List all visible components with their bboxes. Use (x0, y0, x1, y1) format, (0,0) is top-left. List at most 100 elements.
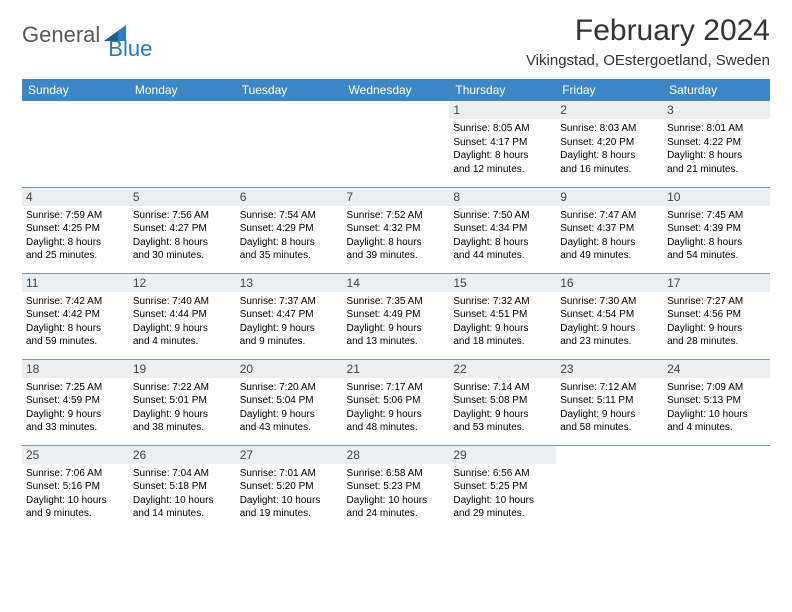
day-info-line: Sunrise: 7:12 AM (560, 381, 659, 395)
day-number: 10 (663, 188, 770, 206)
day-number: 28 (343, 446, 450, 464)
day-info-line: Sunset: 5:11 PM (560, 394, 659, 408)
day-info-line: Sunset: 4:42 PM (26, 308, 125, 322)
day-number: 1 (449, 101, 556, 119)
day-number: 8 (449, 188, 556, 206)
day-number: 12 (129, 274, 236, 292)
header: General Blue February 2024 Vikingstad, O… (22, 14, 770, 69)
day-info-line: and 33 minutes. (26, 421, 125, 435)
day-info-line: Sunrise: 7:17 AM (347, 381, 446, 395)
calendar-day-cell: 29Sunrise: 6:56 AMSunset: 5:25 PMDayligh… (449, 445, 556, 531)
day-info-line: Sunrise: 7:14 AM (453, 381, 552, 395)
day-info-line: and 35 minutes. (240, 249, 339, 263)
day-info-line: Sunset: 5:20 PM (240, 480, 339, 494)
day-info-line: Daylight: 8 hours (560, 236, 659, 250)
calendar-day-cell: 22 Sunrise: 7:14 AMSunset: 5:08 PMDayligh… (449, 359, 556, 445)
day-info-line: and 53 minutes. (453, 421, 552, 435)
day-number: 16 (556, 274, 663, 292)
day-info-line: Sunrise: 7:42 AM (26, 295, 125, 309)
calendar-day-cell: 26Sunrise: 7:04 AMSunset: 5:18 PMDayligh… (129, 445, 236, 531)
day-info-line: and 21 minutes. (667, 163, 766, 177)
day-info-line: Sunset: 5:25 PM (453, 480, 552, 494)
day-number: 18 (22, 360, 129, 378)
day-info-line: Daylight: 8 hours (453, 149, 552, 163)
day-info: Sunrise: 7:12 AMSunset: 5:11 PMDaylight:… (560, 381, 659, 435)
day-info-line: and 4 minutes. (667, 421, 766, 435)
calendar-day-cell (663, 445, 770, 531)
day-info-line: Daylight: 9 hours (26, 408, 125, 422)
day-info-line: and 44 minutes. (453, 249, 552, 263)
day-info-line: Sunset: 5:16 PM (26, 480, 125, 494)
day-info-line: Sunrise: 7:40 AM (133, 295, 232, 309)
logo: General Blue (22, 14, 172, 48)
day-info-line: Daylight: 9 hours (453, 408, 552, 422)
day-info: Sunrise: 7:54 AMSunset: 4:29 PMDaylight:… (240, 209, 339, 263)
day-info-line: Sunset: 5:08 PM (453, 394, 552, 408)
day-number: 7 (343, 188, 450, 206)
day-info-line: and 48 minutes. (347, 421, 446, 435)
calendar-day-cell: 14Sunrise: 7:35 AMSunset: 4:49 PMDayligh… (343, 273, 450, 359)
day-info-line: Daylight: 9 hours (133, 408, 232, 422)
calendar-day-cell: 16 Sunrise: 7:30 AMSunset: 4:54 PMDayligh… (556, 273, 663, 359)
day-info-line: Sunset: 4:17 PM (453, 136, 552, 150)
day-info-line: Daylight: 9 hours (133, 322, 232, 336)
day-info-line: Daylight: 9 hours (240, 322, 339, 336)
day-info-line: and 16 minutes. (560, 163, 659, 177)
day-info: Sunrise: 7:42 AMSunset: 4:42 PMDaylight:… (26, 295, 125, 349)
day-info-line: Sunset: 4:20 PM (560, 136, 659, 150)
day-info-line: Sunrise: 7:59 AM (26, 209, 125, 223)
day-info: Sunrise: 6:56 AMSunset: 5:25 PMDaylight:… (453, 467, 552, 521)
day-info: Sunrise: 7:35 AMSunset: 4:49 PMDaylight:… (347, 295, 446, 349)
day-info-line: Daylight: 8 hours (560, 149, 659, 163)
day-info-line: Sunrise: 7:09 AM (667, 381, 766, 395)
day-info-line: Sunrise: 7:04 AM (133, 467, 232, 481)
day-info-line: Daylight: 10 hours (133, 494, 232, 508)
day-info-line: Sunrise: 8:03 AM (560, 122, 659, 136)
day-info-line: and 12 minutes. (453, 163, 552, 177)
day-info-line: Daylight: 9 hours (667, 322, 766, 336)
calendar-day-cell: 18Sunrise: 7:25 AMSunset: 4:59 PMDayligh… (22, 359, 129, 445)
calendar-day-cell (129, 101, 236, 187)
day-info-line: and 13 minutes. (347, 335, 446, 349)
day-info-line: Daylight: 8 hours (26, 236, 125, 250)
day-info-line: and 9 minutes. (26, 507, 125, 521)
day-info-line: Daylight: 10 hours (667, 408, 766, 422)
day-info-line: and 9 minutes. (240, 335, 339, 349)
day-number: 3 (663, 101, 770, 119)
day-number: 26 (129, 446, 236, 464)
day-info-line: Sunrise: 7:37 AM (240, 295, 339, 309)
day-info: Sunrise: 8:01 AMSunset: 4:22 PMDaylight:… (667, 122, 766, 176)
day-info-line: Sunrise: 7:50 AM (453, 209, 552, 223)
day-info-line: and 38 minutes. (133, 421, 232, 435)
day-info-line: Sunset: 5:06 PM (347, 394, 446, 408)
day-info-line: Sunset: 4:56 PM (667, 308, 766, 322)
calendar-day-cell: 13Sunrise: 7:37 AMSunset: 4:47 PMDayligh… (236, 273, 343, 359)
day-info-line: Sunrise: 7:52 AM (347, 209, 446, 223)
day-info-line: and 58 minutes. (560, 421, 659, 435)
day-info-line: Daylight: 9 hours (347, 322, 446, 336)
day-info: Sunrise: 7:32 AMSunset: 4:51 PMDaylight:… (453, 295, 552, 349)
calendar-day-cell (22, 101, 129, 187)
day-header: Thursday (449, 79, 556, 101)
day-info-line: Sunset: 4:49 PM (347, 308, 446, 322)
calendar-table: Sunday Monday Tuesday Wednesday Thursday… (22, 79, 770, 531)
calendar-day-cell: 28Sunrise: 6:58 AMSunset: 5:23 PMDayligh… (343, 445, 450, 531)
day-info-line: Daylight: 9 hours (453, 322, 552, 336)
day-info-line: Sunrise: 6:56 AM (453, 467, 552, 481)
day-info-line: Daylight: 8 hours (453, 236, 552, 250)
day-info-line: Sunset: 4:32 PM (347, 222, 446, 236)
day-info-line: Daylight: 10 hours (240, 494, 339, 508)
day-info-line: Daylight: 9 hours (240, 408, 339, 422)
day-info: Sunrise: 7:50 AMSunset: 4:34 PMDaylight:… (453, 209, 552, 263)
day-info-line: Daylight: 9 hours (560, 322, 659, 336)
day-header: Wednesday (343, 79, 450, 101)
day-info: Sunrise: 8:05 AMSunset: 4:17 PMDaylight:… (453, 122, 552, 176)
day-info-line: Daylight: 8 hours (667, 149, 766, 163)
day-number: 22 (449, 360, 556, 378)
calendar-week-row: 25Sunrise: 7:06 AMSunset: 5:16 PMDayligh… (22, 445, 770, 531)
calendar-day-cell: 9Sunrise: 7:47 AMSunset: 4:37 PMDaylight… (556, 187, 663, 273)
calendar-day-cell: 3 Sunrise: 8:01 AMSunset: 4:22 PMDaylight… (663, 101, 770, 187)
day-info: Sunrise: 7:30 AMSunset: 4:54 PMDaylight:… (560, 295, 659, 349)
day-info-line: Sunset: 4:39 PM (667, 222, 766, 236)
calendar-day-cell: 27Sunrise: 7:01 AMSunset: 5:20 PMDayligh… (236, 445, 343, 531)
